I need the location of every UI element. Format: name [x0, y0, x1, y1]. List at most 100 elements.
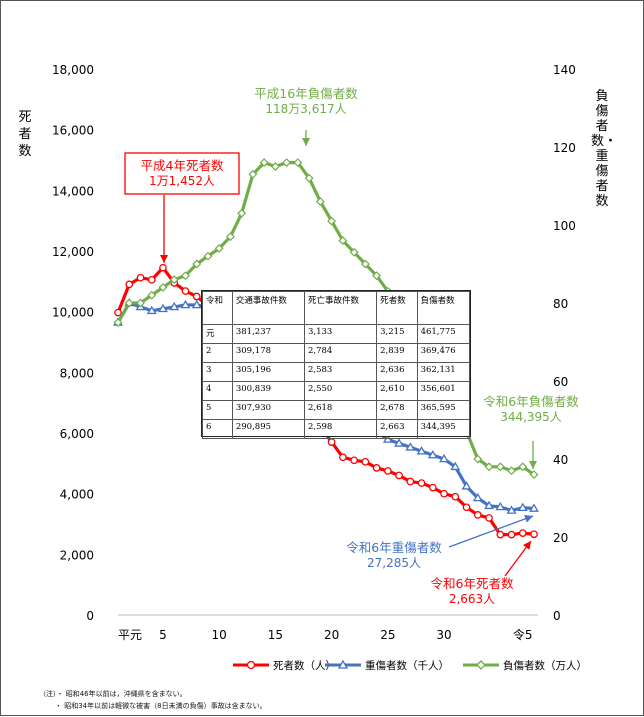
header-deaths: 死者数	[376, 291, 418, 325]
table-cell: 307,930	[231, 400, 306, 420]
data-point	[114, 308, 122, 317]
left-tick-label: 12,000	[52, 245, 94, 259]
table-cell: 2	[202, 343, 233, 363]
table-cell: 6	[202, 419, 233, 439]
data-point	[406, 477, 415, 486]
data-point	[462, 503, 471, 512]
left-axis-label: 死者数	[18, 110, 32, 159]
data-point	[361, 457, 370, 466]
table-cell: 300,839	[231, 381, 306, 401]
data-point	[315, 197, 325, 207]
data-point	[181, 271, 190, 281]
data-point	[416, 446, 427, 455]
data-point	[440, 489, 448, 498]
header-fatal-accidents: 死亡事故件数	[303, 291, 378, 325]
data-point	[203, 251, 213, 261]
data-point	[507, 530, 516, 539]
data-point	[495, 462, 505, 472]
left-tick-label: 0	[86, 609, 94, 623]
data-point	[248, 169, 258, 179]
annotation-arrowhead	[302, 138, 310, 146]
right-tick-label: 0	[553, 609, 561, 623]
table-cell: 356,601	[416, 381, 471, 401]
data-point	[192, 292, 201, 301]
data-point	[484, 500, 494, 510]
legend-marker	[476, 660, 486, 670]
data-point	[124, 298, 134, 308]
table-row: 4 300,839 2,550 2,610 356,601	[202, 381, 471, 401]
annotation-label: 平成16年負傷者数	[254, 86, 358, 101]
annotation-value: 1万1,452人	[149, 174, 215, 188]
left-tick-label: 14,000	[52, 184, 94, 198]
table-row: 6 290,895 2,598 2,663 344,395	[202, 419, 471, 439]
annotation-value: 2,663人	[449, 592, 495, 606]
data-point	[125, 280, 134, 289]
table-cell: 305,196	[231, 362, 306, 382]
annotation-arrow	[448, 515, 534, 548]
data-point	[417, 479, 426, 487]
data-point	[293, 158, 303, 168]
table-cell: 2,550	[303, 381, 378, 401]
header-accidents: 交通事故件数	[231, 291, 306, 325]
data-point	[382, 434, 393, 443]
x-tick-label: 15	[268, 628, 283, 642]
table-cell: 369,476	[416, 343, 471, 363]
right-tick-label: 80	[553, 297, 568, 311]
x-tick-label: 平元	[118, 628, 142, 642]
table-cell: 2,839	[376, 343, 418, 363]
table-cell: 381,237	[231, 324, 306, 344]
x-tick-label: 20	[324, 628, 339, 642]
data-point	[169, 275, 179, 285]
data-point	[214, 243, 224, 253]
data-point	[180, 299, 191, 309]
data-point	[428, 483, 437, 492]
annotation-value: 344,395人	[500, 410, 562, 424]
data-point	[484, 462, 494, 472]
data-point	[450, 461, 461, 471]
data-point	[259, 158, 269, 168]
data-point	[529, 503, 539, 512]
data-point	[349, 247, 359, 257]
right-tick-label: 40	[553, 453, 568, 467]
table-cell: 2,663	[376, 419, 418, 439]
annotation-label: 令和6年死者数	[431, 576, 514, 591]
table-row: 5 307,930 2,618 2,678 365,595	[202, 400, 471, 420]
legend-marker	[246, 660, 256, 670]
x-tick-label: 令5	[513, 627, 533, 642]
data-point	[159, 263, 167, 272]
table-cell: 344,395	[416, 419, 471, 439]
table-cell: 365,595	[416, 400, 471, 420]
table-cell: 2,636	[376, 362, 418, 382]
table-cell: 461,775	[416, 324, 471, 344]
table-cell: 3,133	[303, 324, 378, 344]
data-point	[136, 273, 145, 282]
data-point	[473, 511, 482, 519]
data-point	[394, 438, 405, 447]
legend-marker	[337, 659, 349, 669]
right-tick-label: 20	[553, 531, 568, 545]
table-cell: 3	[202, 362, 233, 382]
data-point	[360, 259, 370, 269]
annotation-label: 令和6年負傷者数	[483, 394, 579, 409]
data-point	[181, 287, 190, 295]
left-tick-label: 10,000	[52, 306, 94, 320]
data-point	[350, 456, 358, 465]
data-point	[327, 438, 336, 446]
data-point	[237, 208, 247, 218]
data-point	[191, 299, 202, 309]
data-point	[473, 454, 483, 464]
data-point	[517, 502, 528, 512]
data-point	[327, 216, 337, 226]
x-tick-label: 5	[159, 628, 167, 642]
left-tick-label: 2,000	[60, 548, 94, 562]
left-tick-label: 8,000	[60, 366, 94, 380]
left-tick-label: 18,000	[52, 63, 94, 77]
footnote: ・ 昭和34年以前は軽微な被害（8日未満の負傷）事故は含まない。	[55, 702, 267, 710]
left-tick-label: 4,000	[60, 488, 94, 502]
data-point	[529, 470, 539, 480]
left-tick-label: 6,000	[60, 427, 94, 441]
annotation-box	[124, 152, 240, 195]
annotation-value: 27,285人	[367, 556, 421, 570]
data-point	[372, 464, 381, 472]
data-point	[506, 505, 517, 514]
